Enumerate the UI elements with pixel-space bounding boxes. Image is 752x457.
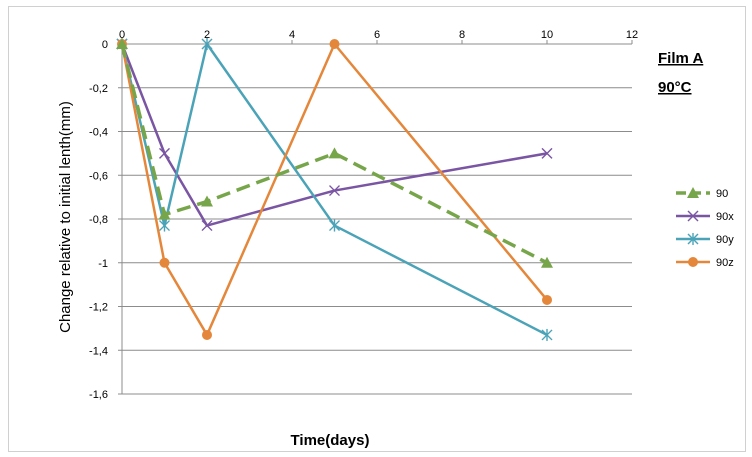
data-point-90z [202,329,212,340]
legend-marker-90z [688,257,698,267]
marker-circle [202,329,212,340]
data-point-90y [329,219,340,232]
grid-lines [122,87,632,395]
y-tick-label: -1 [98,258,108,270]
marker-x-stroke [201,220,213,232]
x-tick-label: 6 [374,29,380,41]
y-tick-label: -1,4 [89,345,108,357]
x-tick-label: 4 [289,29,295,41]
x-tick-label: 10 [541,29,553,41]
data-point-90y [159,219,170,232]
y-axis-label: Change relative to initial lenth(mm) [57,101,74,333]
data-point-90y [541,328,553,341]
marker-x-stroke [329,185,340,197]
annotation-temperature: 90°C [658,79,692,96]
legend-marker-90 [687,187,699,198]
marker-circle [542,294,552,305]
data-point-90 [116,38,128,49]
marker-triangle [158,208,171,220]
y-tick-label: -1,2 [89,302,108,314]
marker-triangle [328,147,341,159]
data-point-90z [329,39,340,49]
legend-label-90y: 90y [716,234,734,246]
marker-circle [159,257,170,268]
legend-label-90x: 90x [716,211,734,223]
marker-x-stroke [541,147,553,159]
x-tick-label: 2 [204,29,210,41]
marker-triangle [687,187,699,198]
x-tick-label: 8 [459,29,465,41]
data-point-90z [159,257,170,268]
data-point-90 [201,195,213,207]
y-tick-label: -0,2 [89,83,108,95]
data-point-90x [159,147,170,159]
marker-triangle [116,38,128,49]
legend: 90 90x 90y 90z [676,187,734,269]
data-point-90z [542,294,552,305]
marker-triangle [541,256,553,268]
y-tick-label: -0,8 [89,214,108,226]
x-tick-label: 0 [119,29,125,41]
marker-circle [329,39,340,49]
data-point-90x [201,220,213,232]
marker-triangle [201,195,213,207]
x-axis-label: Time(days) [291,432,370,449]
data-point-90x [541,147,553,159]
marker-x-stroke [159,147,170,159]
y-tick-label: -1,6 [89,389,108,401]
legend-marker-90y [687,233,699,245]
x-tick-label: 12 [626,29,638,41]
legend-label-90: 90 [716,188,728,200]
legend-marker-90x [687,210,699,222]
axes: 0 -0,2 -0,4 -0,6 -0,8 -1 -1,2 -1,4 -1,6 0 2 4 6 8 10 12 [89,29,638,401]
series-group [116,38,553,341]
legend-label-90z: 90z [716,257,734,269]
data-point-90 [158,208,171,220]
y-tick-label: -0,6 [89,170,108,182]
y-tick-label: 0 [102,39,108,51]
data-point-90x [329,185,340,197]
data-point-90 [328,147,341,159]
marker-circle [688,257,698,267]
annotation-film: Film A [658,50,703,67]
chart-frame [8,6,746,452]
data-point-90 [541,256,553,268]
y-tick-label: -0,4 [89,127,108,139]
marker-x-stroke [687,210,699,222]
data-point-90y [201,38,213,50]
